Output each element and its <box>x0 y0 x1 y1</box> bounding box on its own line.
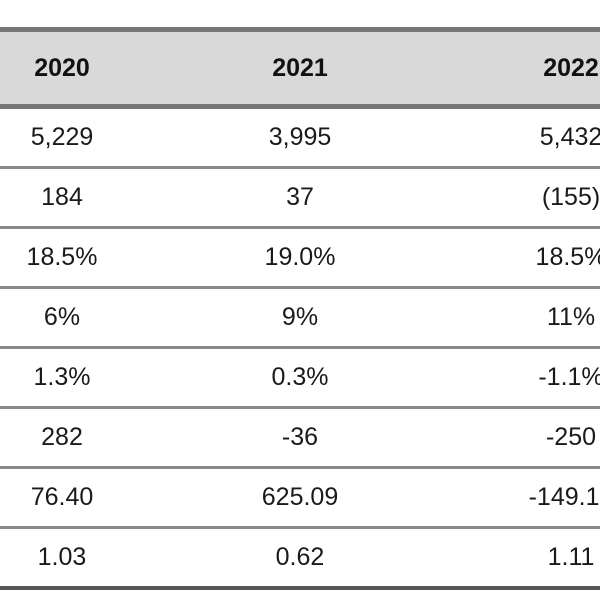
header-year-2021: 2021 <box>130 27 470 109</box>
table-cell: 18.5% <box>0 227 130 289</box>
table-row: 1.3% 0.3% -1.1% <box>0 347 600 409</box>
table-cell: 18.5% <box>470 227 600 289</box>
header-row: 2020 2021 2022 <box>0 27 600 109</box>
table-cell: 0.3% <box>130 347 470 409</box>
table-row: 282 -36 -250 <box>0 407 600 469</box>
financial-table-container: 2020 2021 2022 5,229 3,995 5,432 184 37 … <box>0 27 600 590</box>
table-cell: 11% <box>470 287 600 349</box>
table-cell: 76.40 <box>0 467 130 529</box>
table-cell: 625.09 <box>130 467 470 529</box>
financial-table: 2020 2021 2022 5,229 3,995 5,432 184 37 … <box>0 27 600 590</box>
table-cell: 3,995 <box>130 106 470 169</box>
table-cell: 6% <box>0 287 130 349</box>
header-year-2022: 2022 <box>470 27 600 109</box>
header-year-2020: 2020 <box>0 27 130 109</box>
table-row: 1.03 0.62 1.11 <box>0 527 600 590</box>
table-cell: 1.11 <box>470 527 600 590</box>
table-cell: 282 <box>0 407 130 469</box>
table-body: 5,229 3,995 5,432 184 37 (155) 18.5% 19.… <box>0 106 600 590</box>
table-cell: 1.03 <box>0 527 130 590</box>
table-cell: 1.3% <box>0 347 130 409</box>
table-cell: 19.0% <box>130 227 470 289</box>
table-header: 2020 2021 2022 <box>0 27 600 109</box>
table-cell: 5,432 <box>470 106 600 169</box>
table-row: 6% 9% 11% <box>0 287 600 349</box>
table-row: 18.5% 19.0% 18.5% <box>0 227 600 289</box>
table-cell: 5,229 <box>0 106 130 169</box>
table-cell: 184 <box>0 167 130 229</box>
table-cell: 0.62 <box>130 527 470 590</box>
table-row: 184 37 (155) <box>0 167 600 229</box>
table-cell: -149.14 <box>470 467 600 529</box>
table-cell: -1.1% <box>470 347 600 409</box>
table-cell: (155) <box>470 167 600 229</box>
table-cell: -36 <box>130 407 470 469</box>
table-cell: 9% <box>130 287 470 349</box>
table-cell: -250 <box>470 407 600 469</box>
table-row: 5,229 3,995 5,432 <box>0 106 600 169</box>
table-cell: 37 <box>130 167 470 229</box>
table-row: 76.40 625.09 -149.14 <box>0 467 600 529</box>
